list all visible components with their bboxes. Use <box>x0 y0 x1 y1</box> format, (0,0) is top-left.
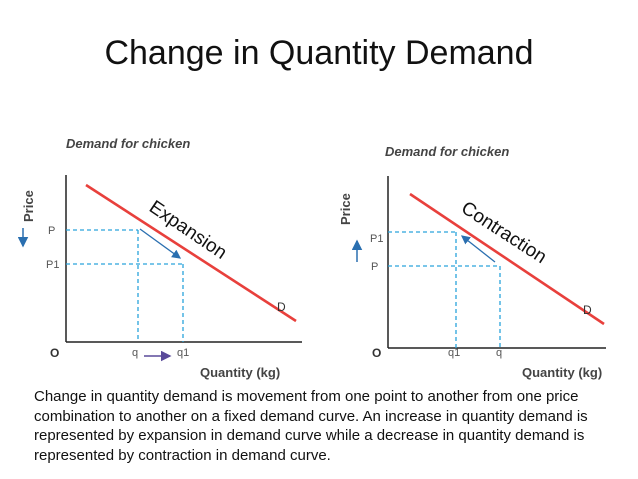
right-chart: Demand for chicken Price D P1 P q1 q O Q… <box>338 144 606 380</box>
right-demand-curve <box>409 192 605 326</box>
right-tick-q: q <box>496 347 502 359</box>
right-tick-p1: P1 <box>370 233 383 245</box>
right-tick-p: P <box>371 261 378 273</box>
left-tick-q: q <box>132 347 138 359</box>
slide-title: Change in Quantity Demand <box>104 34 534 72</box>
left-demand-curve <box>85 183 297 323</box>
left-tick-p1: P1 <box>46 259 59 271</box>
left-y-axis-title: Price <box>21 190 36 222</box>
left-x-axis-title: Quantity (kg) <box>200 365 280 380</box>
right-tick-q1: q1 <box>448 347 460 359</box>
right-origin: O <box>372 346 381 360</box>
left-chart: Demand for chicken Price D P P1 q q1 O Q… <box>17 136 302 380</box>
right-movement-arrow <box>460 235 496 263</box>
left-tick-p: P <box>48 225 55 237</box>
right-x-axis-title: Quantity (kg) <box>522 365 602 380</box>
right-curve-label: D <box>583 303 592 317</box>
right-chart-heading: Demand for chicken <box>385 144 509 159</box>
right-y-axis-title: Price <box>338 193 353 225</box>
left-movement-arrow <box>139 228 182 259</box>
left-chart-heading: Demand for chicken <box>66 136 190 151</box>
caption-text: Change in quantity demand is movement fr… <box>34 388 588 464</box>
left-tick-q1: q1 <box>177 347 189 359</box>
left-origin: O <box>50 346 59 360</box>
left-curve-label: D <box>277 300 286 314</box>
